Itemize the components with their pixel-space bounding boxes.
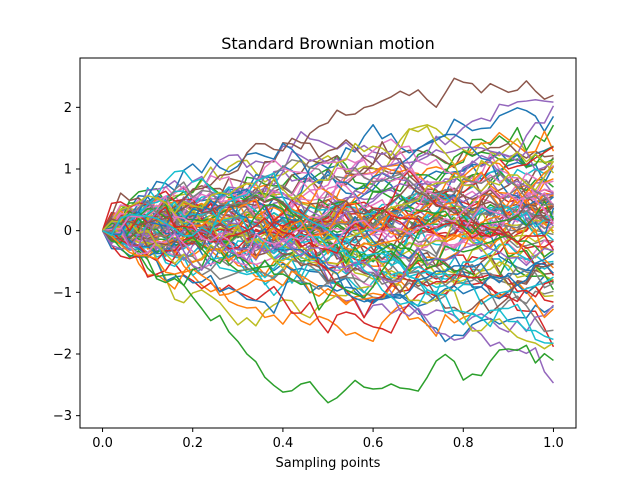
- brownian-path-line: [102, 178, 554, 304]
- y-axis: −3 −2 −1 0 1 2: [53, 101, 80, 424]
- y-tick-label: 1: [64, 163, 72, 178]
- brownian-path-line: [102, 199, 554, 303]
- brownian-path-line: [102, 186, 554, 237]
- brownian-path-line: [102, 206, 555, 254]
- brownian-path-line: [101, 230, 554, 314]
- brownian-path-line: [102, 201, 554, 305]
- brownian-path-line: [102, 213, 554, 290]
- x-tick-label: 0.8: [453, 436, 474, 451]
- y-tick-label: −3: [53, 409, 72, 424]
- brownian-path-line: [102, 133, 554, 232]
- brownian-path-line: [101, 203, 554, 269]
- plot-frame: [79, 57, 577, 429]
- x-tick-label: 0.4: [273, 436, 294, 451]
- brownian-path-line: [102, 172, 554, 341]
- brownian-path-line: [102, 211, 554, 283]
- brownian-path-line: [102, 166, 554, 275]
- x-tick-label: 0.2: [182, 436, 203, 451]
- y-tick-label: −1: [53, 286, 72, 301]
- y-tick-label: 2: [64, 101, 72, 116]
- brownian-path-line: [101, 169, 555, 276]
- x-axis-label: Sampling points: [276, 456, 381, 471]
- brownian-path-line: [102, 230, 554, 404]
- brownian-path-line: [101, 183, 555, 238]
- series-layer: [101, 77, 555, 404]
- x-axis: 0.0 0.2 0.4 0.6 0.8 1.0: [92, 428, 564, 451]
- brownian-path-line: [102, 219, 554, 327]
- y-tick-label: 0: [64, 224, 72, 239]
- brownian-path-line: [102, 223, 554, 315]
- brownian-path-line: [101, 230, 555, 384]
- brownian-path-line: [102, 220, 554, 319]
- x-tick-label: 0.0: [92, 436, 113, 451]
- y-tick-label: −2: [53, 348, 72, 363]
- brownian-path-line: [102, 125, 555, 232]
- x-tick-label: 0.6: [363, 436, 384, 451]
- brownian-path-line: [102, 150, 554, 265]
- x-tick-label: 1.0: [543, 436, 564, 451]
- chart-title: Standard Brownian motion: [221, 34, 435, 53]
- brownian-path-line: [102, 187, 555, 258]
